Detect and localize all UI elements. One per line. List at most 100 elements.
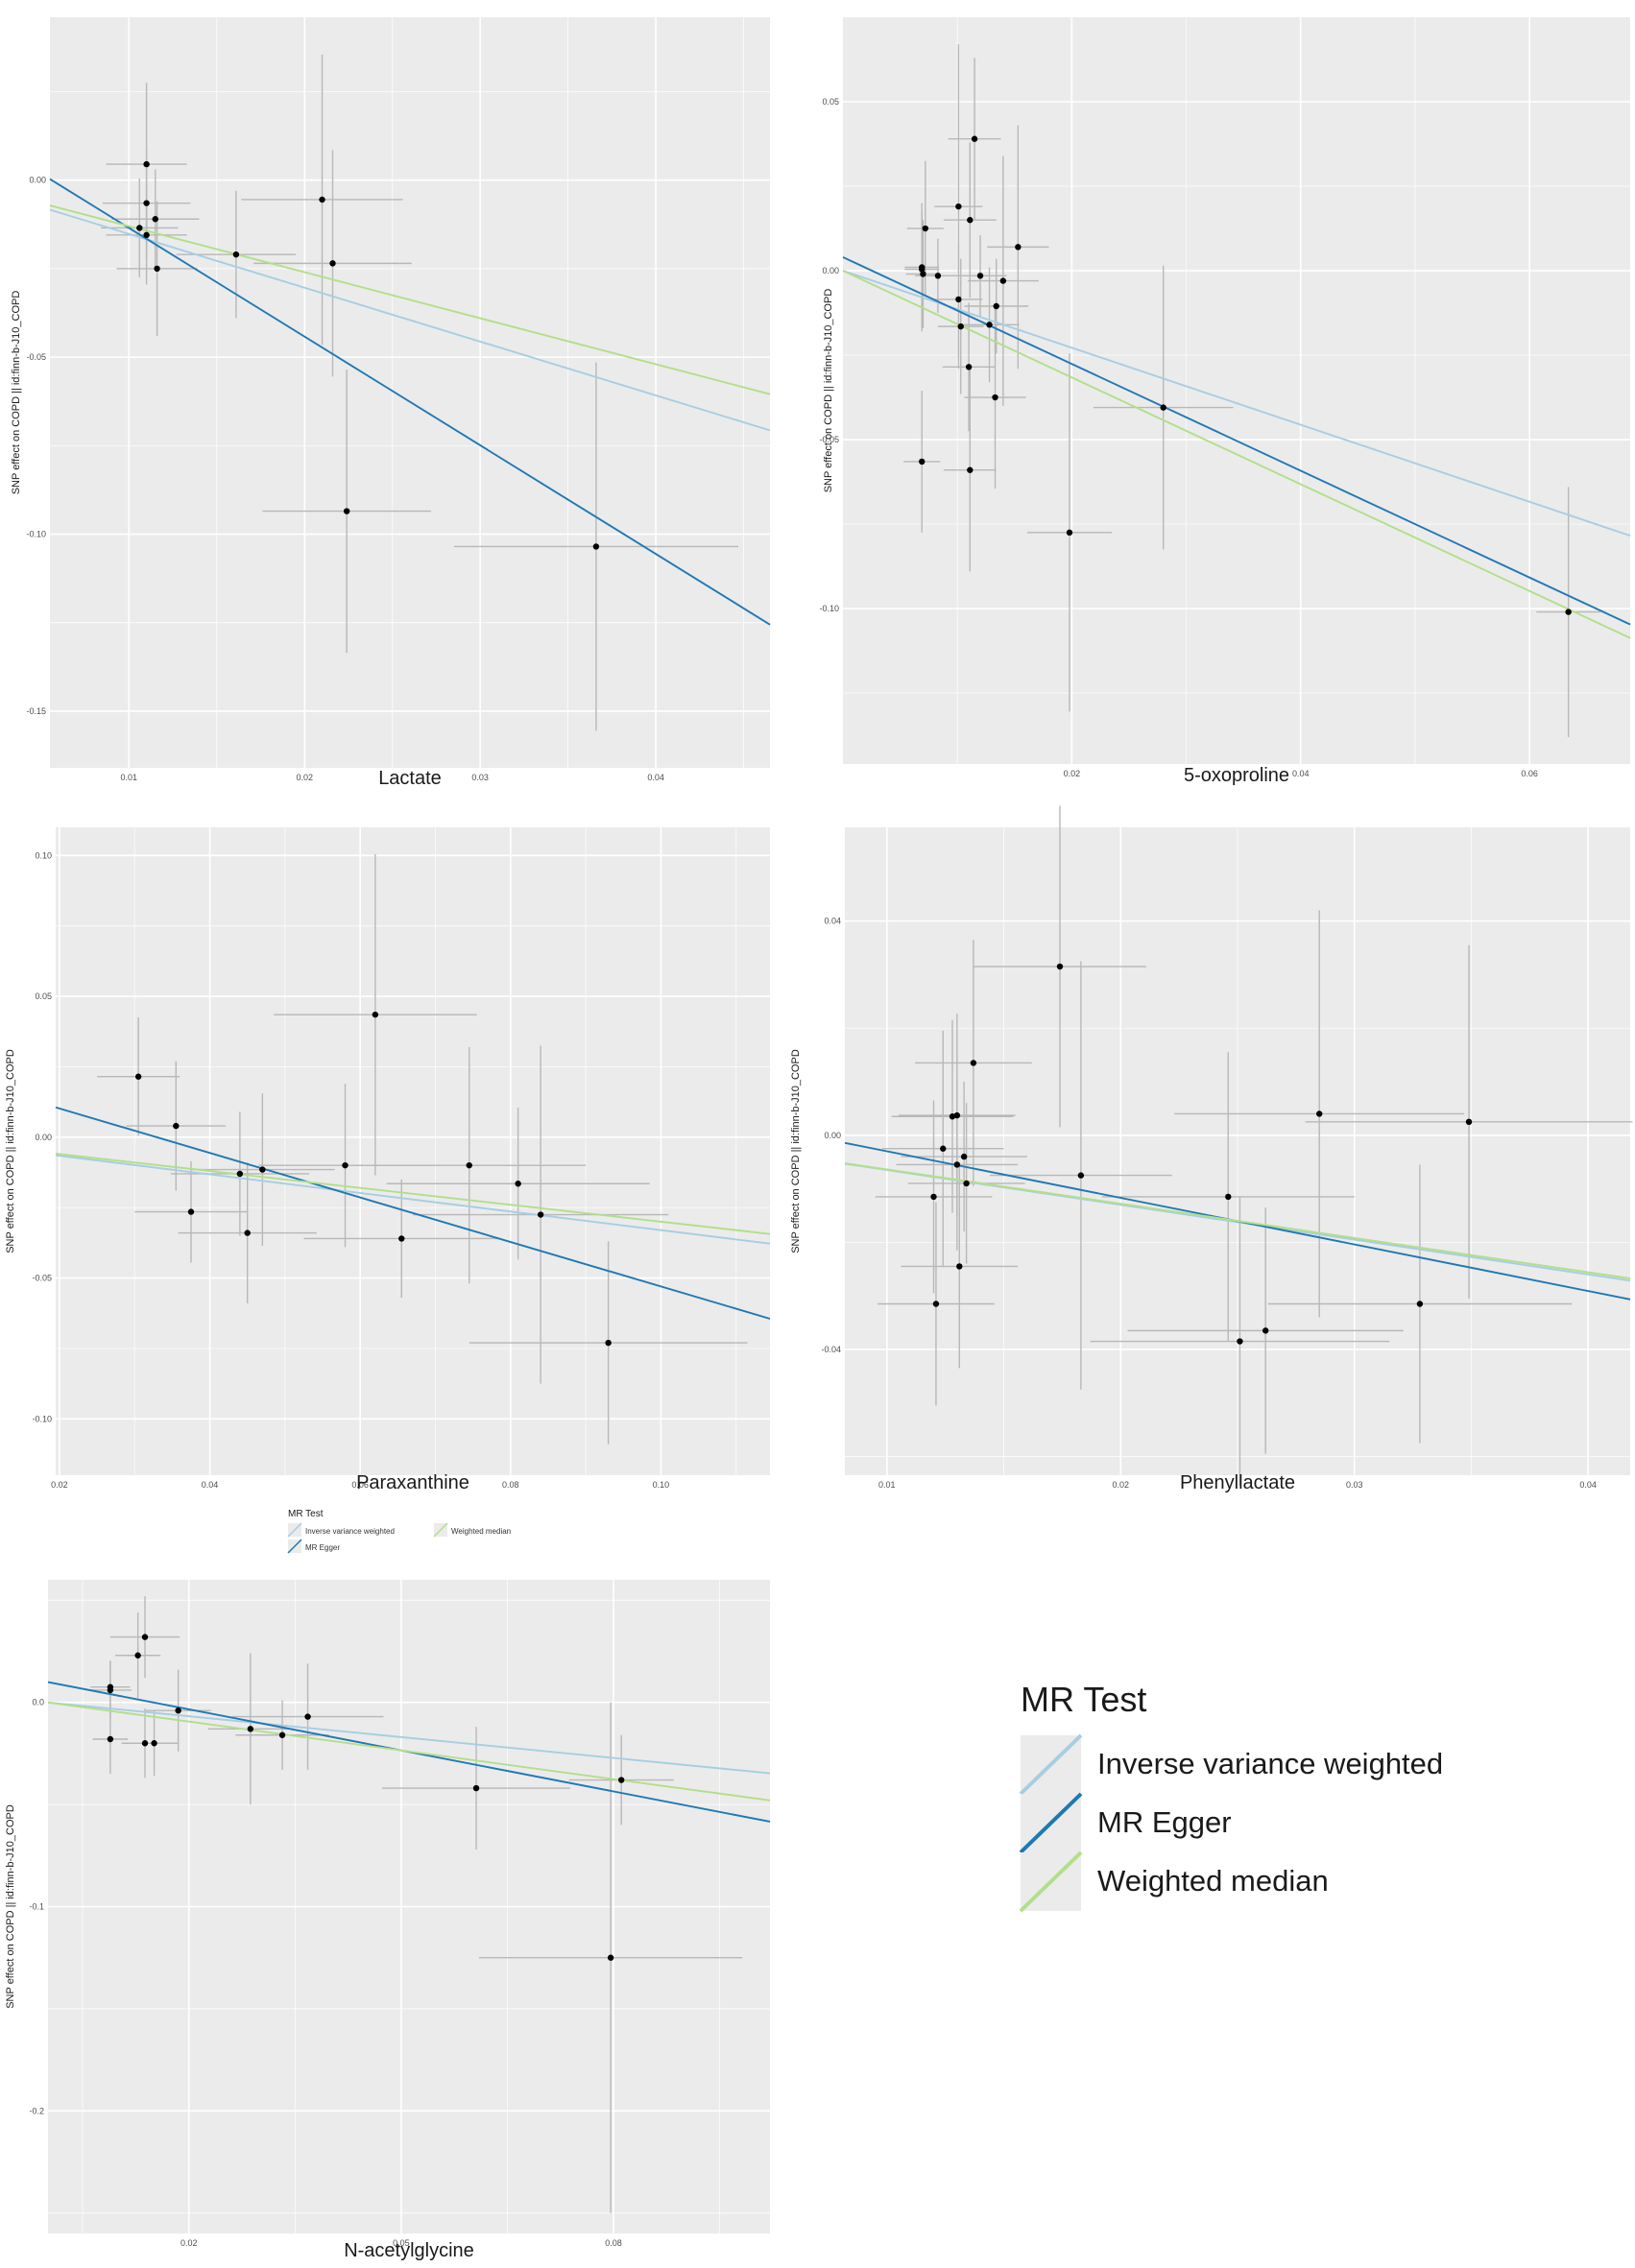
y-tick-label: -0.10 — [819, 604, 839, 613]
regression-line-weighted-median — [844, 1162, 1631, 1279]
x-tick-label: 0.06 — [351, 1480, 369, 1490]
regression-line-mr-egger — [55, 1106, 771, 1320]
snp-point — [1316, 1110, 1323, 1117]
snp-point — [515, 1181, 521, 1187]
regression-line-weighted-median — [842, 270, 1631, 639]
y-tick-label: -0.05 — [26, 352, 46, 362]
x-tick-label: 0.04 — [647, 773, 664, 782]
x-tick-label: 0.06 — [1521, 769, 1538, 778]
snp-point — [151, 1740, 157, 1747]
plot-background — [50, 17, 770, 768]
snp-point — [922, 225, 929, 232]
snp-point — [134, 1652, 141, 1659]
snp-point — [1066, 529, 1073, 537]
plot-background — [56, 827, 770, 1475]
y-tick-label: 0.04 — [824, 917, 841, 926]
snp-point — [1077, 1172, 1085, 1179]
snp-point — [319, 196, 325, 203]
y-tick-label: 0.10 — [35, 850, 52, 860]
x-tick-label: 0.02 — [1113, 1480, 1130, 1490]
panel-lactate: 0.01 0.02 0.03 0.04 0.00 -0.05 -0.10 -0.15 Lacta… — [11, 17, 771, 789]
snp-point — [304, 1713, 311, 1720]
snp-point — [247, 1726, 254, 1732]
snp-point — [1015, 244, 1022, 251]
snp-point — [919, 266, 926, 273]
snp-point — [1225, 1193, 1232, 1201]
main-legend-key-ivw — [1019, 1733, 1083, 1796]
y-axis-title: SNP effect on COPD || id:finn-b-J10_COPD — [5, 1049, 16, 1253]
y-axis-title: SNP effect on COPD || id:finn-b-J10_COPD — [790, 1049, 802, 1253]
snp-point — [472, 1784, 480, 1792]
snp-point — [107, 1735, 114, 1743]
snp-point — [175, 1707, 181, 1714]
regression-line-mr-egger — [842, 256, 1631, 626]
panel-n-acetylglycine: 0.02 0.05 0.08 0.0 -0.1 -0.2 N-acetylglycine SN… — [5, 1580, 771, 2261]
x-axis-title: Phenyllactate — [1180, 1472, 1295, 1493]
snp-point — [976, 273, 984, 279]
x-tick-label: 0.03 — [1346, 1480, 1363, 1490]
x-tick-label: 0.01 — [121, 773, 138, 782]
snp-point — [1465, 1118, 1473, 1126]
x-tick-label: 0.04 — [1292, 769, 1310, 778]
snp-point — [329, 260, 336, 267]
x-tick-label: 0.04 — [1579, 1480, 1597, 1490]
main-legend-label-egger: MR Egger — [1097, 1805, 1232, 1839]
x-tick-label: 0.05 — [393, 2238, 410, 2248]
snp-point — [107, 1686, 114, 1694]
main-legend-key-egger — [1019, 1792, 1083, 1854]
y-tick-label: -0.05 — [32, 1274, 52, 1283]
snp-point — [136, 225, 143, 231]
snp-point — [141, 1740, 149, 1747]
x-tick-label: 0.10 — [653, 1480, 670, 1490]
snp-point — [930, 1193, 937, 1201]
regression-line-weighted-median — [55, 1153, 771, 1235]
small-legend-key-wm — [433, 1522, 448, 1538]
snp-point — [949, 1113, 956, 1120]
panel-paraxanthine: 0.02 0.04 0.06 0.08 0.10 0.10 0.05 0.00 -0.05 -0.… — [5, 827, 771, 1493]
snp-point — [986, 322, 993, 328]
snp-point — [173, 1122, 180, 1130]
small-legend-title: MR Test — [288, 1509, 324, 1519]
snp-point — [955, 296, 962, 303]
x-tick-label: 0.02 — [51, 1480, 68, 1490]
snp-point — [236, 1170, 244, 1178]
snp-point — [343, 508, 350, 514]
snp-point — [244, 1229, 251, 1236]
x-axis-title: N-acetylglycine — [344, 2240, 474, 2261]
snp-point — [957, 322, 964, 330]
x-tick-label: 0.02 — [180, 2238, 198, 2248]
snp-point — [259, 1166, 266, 1173]
snp-point — [466, 1161, 472, 1169]
x-axis-title: Paraxanthine — [356, 1472, 469, 1493]
snp-point — [919, 458, 926, 466]
snp-point — [953, 1111, 961, 1119]
small-legend-label-wm: Weighted median — [451, 1527, 511, 1536]
snp-point — [143, 231, 150, 239]
snp-point — [232, 251, 240, 258]
small-legend-label-egger: MR Egger — [305, 1543, 340, 1552]
snp-point — [1262, 1327, 1269, 1334]
snp-point — [143, 160, 150, 168]
snp-point — [992, 394, 998, 401]
main-legend: MR Test Inverse variance weighted MR Egg… — [1019, 1680, 1443, 1913]
regression-line-mr-egger — [49, 178, 771, 626]
snp-point — [934, 273, 942, 279]
y-tick-label: -0.10 — [32, 1414, 52, 1423]
snp-point — [967, 466, 974, 473]
snp-point — [1565, 609, 1572, 615]
panel-5-oxoproline: 0.02 0.04 0.06 0.05 0.00 -0.05 -0.10 5-oxoproli… — [819, 17, 1631, 786]
snp-point — [134, 1073, 142, 1080]
regression-line-ivw — [842, 270, 1631, 537]
main-legend-key-wm — [1019, 1850, 1083, 1913]
snp-point — [372, 1011, 379, 1018]
panel-phenyllactate: 0.01 0.02 0.03 0.04 0.04 0.00 -0.04 Phenyllacta… — [790, 805, 1633, 1493]
y-tick-label: 0.05 — [822, 97, 839, 107]
snp-point — [999, 277, 1007, 284]
regression-line-ivw — [47, 1701, 771, 1775]
y-axis-title: SNP effect on COPD || id:finn-b-J10_COPD — [11, 291, 22, 495]
x-tick-label: 0.01 — [878, 1480, 896, 1490]
snp-point — [955, 203, 962, 210]
regression-line-ivw — [55, 1154, 771, 1245]
small-legend-key-egger — [287, 1539, 302, 1554]
